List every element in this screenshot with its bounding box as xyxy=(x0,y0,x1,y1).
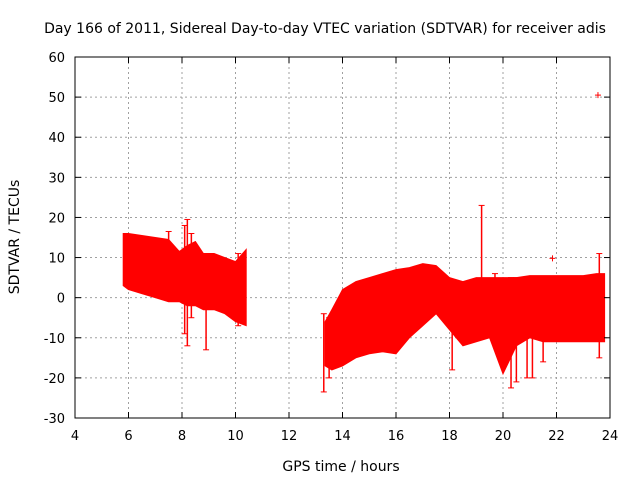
x-tick-label: 18 xyxy=(441,429,458,444)
y-tick-label: 40 xyxy=(48,131,65,146)
x-tick-label: 8 xyxy=(178,429,186,444)
x-tick-label: 20 xyxy=(495,429,512,444)
y-tick-label: 10 xyxy=(48,252,65,267)
y-axis-label: SDTVAR / TECUs xyxy=(7,180,23,295)
data-series-sdtvar xyxy=(122,92,606,393)
x-tick-label: 10 xyxy=(227,429,244,444)
x-tick-label: 6 xyxy=(124,429,132,444)
y-tick-label: 50 xyxy=(48,91,65,106)
x-tick-label: 16 xyxy=(388,429,405,444)
y-tick-label: -20 xyxy=(44,372,65,387)
x-tick-label: 24 xyxy=(602,429,619,444)
x-tick-label: 22 xyxy=(548,429,565,444)
x-axis-label: GPS time / hours xyxy=(282,459,399,475)
data-point-outlier xyxy=(594,92,601,99)
axis-ticks: 4 6 8 10 12 14 16 18 20 22 24 -30 -20 -10 0 10 20 30 40 50 6… xyxy=(44,51,619,444)
y-tick-label: -30 xyxy=(44,412,65,427)
chart-title: Day 166 of 2011, Sidereal Day-to-day VTE… xyxy=(44,21,606,37)
data-point-outlier xyxy=(549,255,556,262)
y-tick-label: 30 xyxy=(48,171,65,186)
x-tick-label: 4 xyxy=(71,429,79,444)
x-tick-label: 14 xyxy=(334,429,351,444)
y-tick-label: -10 xyxy=(44,332,65,347)
y-tick-label: 20 xyxy=(48,211,65,226)
data-band-afternoon xyxy=(324,263,606,376)
x-tick-label: 12 xyxy=(281,429,298,444)
y-tick-label: 60 xyxy=(48,51,65,66)
y-tick-label: 0 xyxy=(57,292,65,307)
